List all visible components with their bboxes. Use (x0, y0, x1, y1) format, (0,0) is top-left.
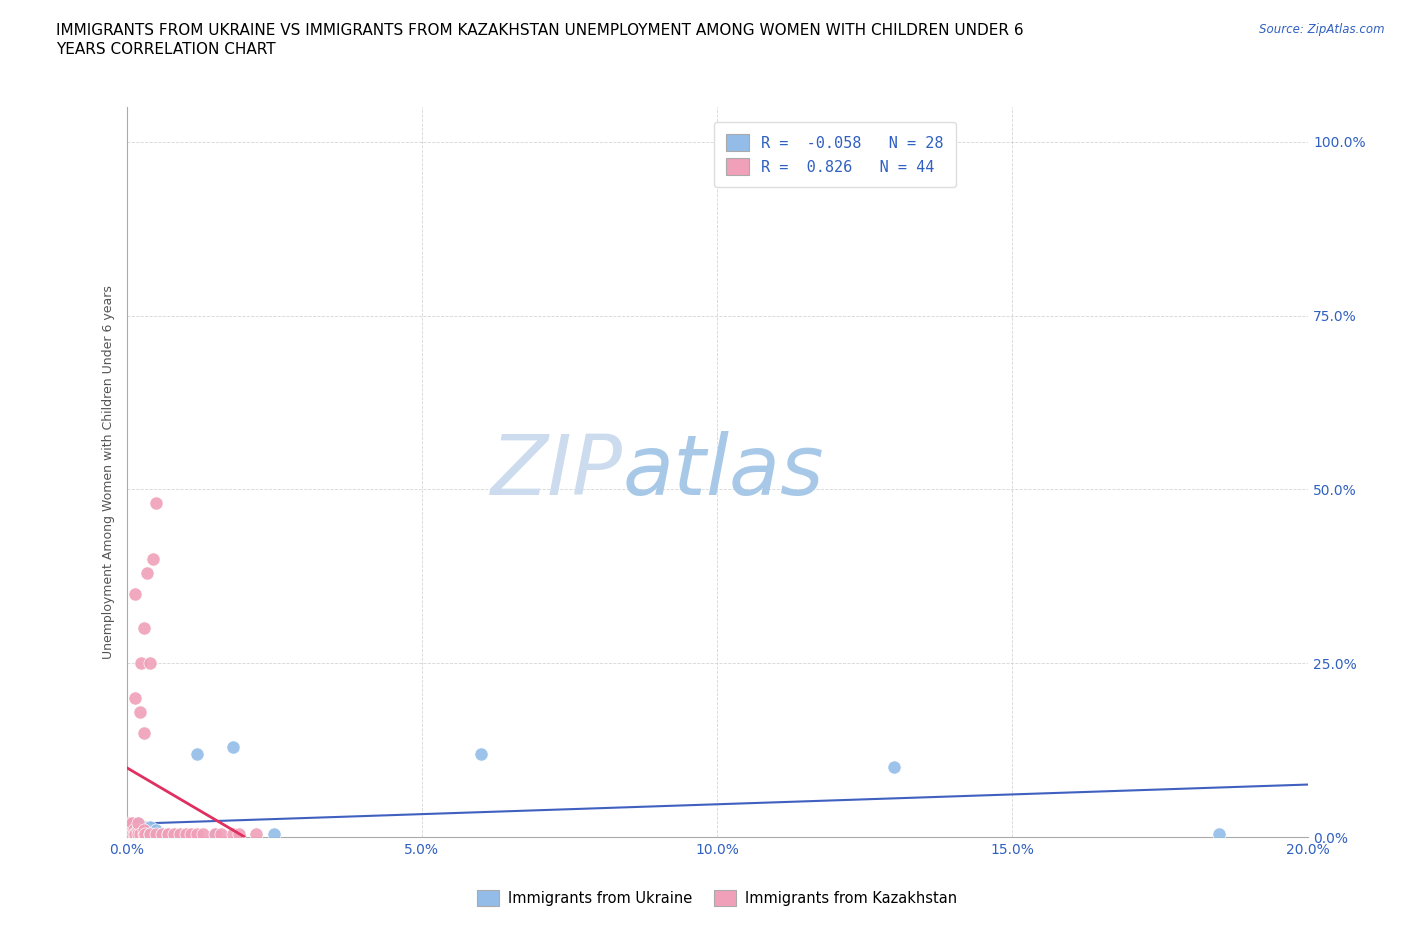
Text: ZIP: ZIP (491, 432, 623, 512)
Point (124, 690, 146, 705)
Point (129, 656, 153, 671)
Point (883, 760, 905, 775)
Point (145, 496, 167, 511)
Point (174, 826, 197, 841)
Point (127, 816, 149, 830)
Point (134, 826, 156, 841)
Point (139, 656, 162, 671)
Point (163, 826, 186, 841)
Point (136, 826, 159, 841)
Point (128, 826, 150, 841)
Point (169, 826, 191, 841)
Point (124, 826, 146, 841)
Point (142, 551, 165, 566)
Point (145, 826, 167, 841)
Legend: Immigrants from Ukraine, Immigrants from Kazakhstan: Immigrants from Ukraine, Immigrants from… (471, 884, 963, 912)
Point (122, 819, 145, 834)
Point (174, 826, 197, 841)
Point (186, 826, 208, 841)
Point (124, 826, 146, 841)
Point (127, 826, 149, 841)
Point (134, 823, 156, 838)
Point (222, 826, 245, 841)
Point (127, 826, 149, 841)
Point (209, 826, 232, 841)
Point (139, 826, 162, 841)
Point (136, 565, 159, 580)
Point (121, 823, 143, 838)
Point (134, 826, 156, 841)
Point (1208, 826, 1230, 841)
Point (121, 816, 143, 830)
Point (263, 826, 285, 841)
Point (128, 704, 150, 719)
Point (122, 823, 145, 838)
Text: Source: ZipAtlas.com: Source: ZipAtlas.com (1260, 23, 1385, 36)
Point (127, 816, 149, 830)
Point (120, 823, 142, 838)
Point (124, 586, 146, 601)
Point (150, 826, 173, 841)
Point (129, 823, 153, 838)
Y-axis label: Unemployment Among Women with Children Under 6 years: Unemployment Among Women with Children U… (103, 285, 115, 659)
Point (150, 826, 173, 841)
Point (139, 819, 162, 834)
Point (163, 826, 186, 841)
Point (118, 823, 141, 838)
Point (222, 739, 245, 754)
Point (134, 826, 156, 841)
Point (228, 826, 250, 841)
Point (139, 826, 162, 841)
Point (120, 826, 142, 841)
Text: IMMIGRANTS FROM UKRAINE VS IMMIGRANTS FROM KAZAKHSTAN UNEMPLOYMENT AMONG WOMEN W: IMMIGRANTS FROM UKRAINE VS IMMIGRANTS FR… (56, 23, 1024, 38)
Point (128, 826, 150, 841)
Point (156, 826, 179, 841)
Point (204, 826, 226, 841)
Point (204, 826, 226, 841)
Point (121, 826, 143, 841)
Point (186, 746, 208, 761)
Point (134, 819, 156, 834)
Point (134, 621, 156, 636)
Point (121, 826, 143, 841)
Point (180, 826, 202, 841)
Point (145, 823, 167, 838)
Point (139, 826, 162, 841)
Point (127, 823, 149, 838)
Point (118, 816, 141, 830)
Point (156, 826, 179, 841)
Point (134, 725, 156, 740)
Point (470, 746, 492, 761)
Point (121, 816, 143, 830)
Point (193, 826, 215, 841)
Point (117, 826, 139, 841)
Point (245, 826, 267, 841)
Point (118, 826, 141, 841)
Point (156, 826, 179, 841)
Text: atlas: atlas (623, 432, 824, 512)
Text: YEARS CORRELATION CHART: YEARS CORRELATION CHART (56, 42, 276, 57)
Point (122, 826, 145, 841)
Point (127, 823, 149, 838)
